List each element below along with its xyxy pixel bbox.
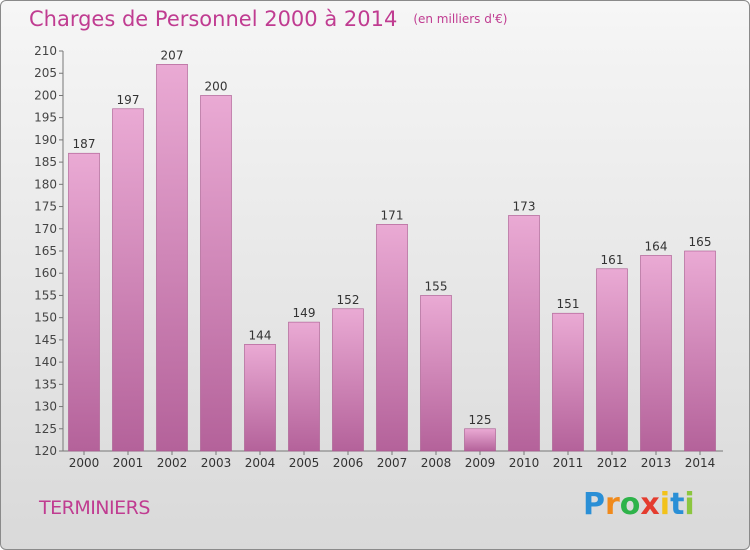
value-label-2002: 207 <box>161 48 184 62</box>
x-tick-label-2005: 2005 <box>289 456 320 470</box>
x-tick-label-2008: 2008 <box>421 456 452 470</box>
value-label-2005: 149 <box>293 306 316 320</box>
value-label-2001: 197 <box>117 93 140 107</box>
x-tick-label-2002: 2002 <box>157 456 188 470</box>
value-label-2011: 151 <box>557 297 580 311</box>
title-text: Charges de Personnel 2000 à 2014 <box>29 7 398 31</box>
value-label-2009: 125 <box>469 413 492 427</box>
y-axis: 120 125 130 135 140 145 150 155 160 165 170 175 180 1… <box>34 44 64 458</box>
logo-letter: i <box>659 487 671 522</box>
y-tick-label: 165 <box>34 244 57 258</box>
y-tick-label: 140 <box>34 355 57 369</box>
bar-2009 <box>464 428 496 452</box>
proxiti-logo[interactable]: Proxiti <box>583 487 695 522</box>
logo-letter: r <box>605 487 620 522</box>
y-tick-label: 155 <box>34 288 57 302</box>
y-tick-label: 180 <box>34 177 57 191</box>
y-tick-label: 170 <box>34 222 57 236</box>
bar-2012 <box>596 268 628 452</box>
bar-2014 <box>684 250 716 452</box>
x-tick-label-2001: 2001 <box>113 456 144 470</box>
commune-name: TERMINIERS <box>39 497 150 519</box>
bar-2008 <box>420 295 452 452</box>
value-labels: 187 197 207 200 144 149 152 171 155 125 173 151 161 1… <box>73 48 712 426</box>
y-tick-label: 135 <box>34 377 57 391</box>
value-label-2013: 164 <box>645 239 668 253</box>
value-label-2007: 171 <box>381 208 404 222</box>
bar-2000 <box>68 152 100 452</box>
y-tick-label: 130 <box>34 400 57 414</box>
value-label-2014: 165 <box>689 235 712 249</box>
bar-2001 <box>112 108 144 452</box>
y-tick-label: 185 <box>34 155 57 169</box>
value-label-2000: 187 <box>73 137 96 151</box>
x-tick-label-2004: 2004 <box>245 456 276 470</box>
bar-2004 <box>244 344 276 452</box>
value-label-2012: 161 <box>601 253 624 267</box>
x-tick-label-2012: 2012 <box>597 456 628 470</box>
bar-2013 <box>640 255 672 452</box>
y-tick-label: 145 <box>34 333 57 347</box>
x-tick-label-2013: 2013 <box>641 456 672 470</box>
logo-letter: P <box>583 487 605 522</box>
value-label-2004: 144 <box>249 328 272 342</box>
bar-2010 <box>508 215 540 452</box>
x-tick-label-2007: 2007 <box>377 456 408 470</box>
y-tick-label: 210 <box>34 44 57 58</box>
logo-letter: x <box>640 487 660 522</box>
x-tick-label-2000: 2000 <box>69 456 100 470</box>
value-label-2008: 155 <box>425 279 448 293</box>
x-tick-label-2003: 2003 <box>201 456 232 470</box>
value-label-2010: 173 <box>513 199 536 213</box>
logo-letter: i <box>684 487 695 522</box>
y-tick-label: 190 <box>34 133 57 147</box>
bar-2006 <box>332 308 364 452</box>
bar-2002 <box>156 64 188 452</box>
bar-2003 <box>200 95 232 452</box>
value-label-2006: 152 <box>337 293 360 307</box>
value-label-2003: 200 <box>205 79 228 93</box>
bars <box>68 64 716 452</box>
y-tick-label: 160 <box>34 266 57 280</box>
y-tick-label: 195 <box>34 111 57 125</box>
chart-title: Charges de Personnel 2000 à 2014 (en mill… <box>29 7 507 31</box>
x-tick-label-2009: 2009 <box>465 456 496 470</box>
y-tick-label: 205 <box>34 66 57 80</box>
y-tick-label: 175 <box>34 200 57 214</box>
x-tick-label-2010: 2010 <box>509 456 540 470</box>
bar-2005 <box>288 321 320 452</box>
x-tick-label-2014: 2014 <box>685 456 716 470</box>
y-tick-label: 125 <box>34 422 57 436</box>
logo-letter: o <box>619 487 641 522</box>
y-tick-label: 120 <box>34 444 57 458</box>
x-tick-label-2006: 2006 <box>333 456 364 470</box>
logo-letter: t <box>670 487 685 522</box>
bar-2011 <box>552 312 584 452</box>
chart-subtitle: (en milliers d'€) <box>413 12 508 26</box>
y-tick-label: 150 <box>34 311 57 325</box>
x-axis: 2000 2001 2002 2003 2004 2005 2006 2007 2008 2009… <box>63 450 723 470</box>
bar-2007 <box>376 224 408 452</box>
y-tick-label: 200 <box>34 88 57 102</box>
x-tick-label-2011: 2011 <box>553 456 584 470</box>
